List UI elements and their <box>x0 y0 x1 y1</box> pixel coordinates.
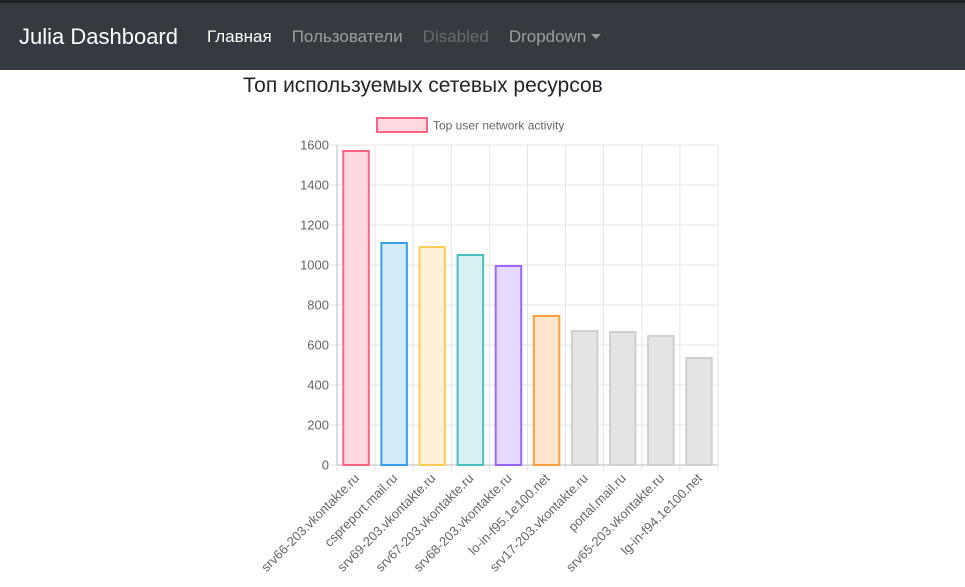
nav-dropdown-label: Dropdown <box>508 26 587 46</box>
legend-swatch <box>376 117 428 133</box>
bar <box>418 246 446 466</box>
y-tick-label: 400 <box>307 378 329 393</box>
caret-down-icon <box>591 33 602 39</box>
nav-item-disabled: Disabled <box>422 26 489 46</box>
bar <box>609 331 637 466</box>
nav-dropdown-toggle[interactable]: Dropdown <box>509 27 602 47</box>
bar <box>456 254 485 466</box>
nav-item-users[interactable]: Пользователи <box>291 26 403 46</box>
y-tick-label: 1000 <box>300 258 329 273</box>
y-tick-label: 1200 <box>300 218 329 233</box>
bar <box>647 335 675 466</box>
nav-item-home[interactable]: Главная <box>206 26 272 46</box>
y-tick-label: 1600 <box>300 138 329 153</box>
bar <box>685 357 713 466</box>
brand-link[interactable]: Julia Dashboard <box>19 23 178 49</box>
legend-label: Top user network activity <box>433 119 564 133</box>
page-title: Топ используемых сетевых ресурсов <box>243 74 603 97</box>
bar <box>570 330 599 466</box>
y-tick-label: 800 <box>307 298 329 313</box>
bar <box>380 242 408 466</box>
y-tick-label: 600 <box>307 338 329 353</box>
bar <box>532 315 561 466</box>
y-tick-label: 200 <box>307 418 329 433</box>
navbar: Julia Dashboard Главная Пользователи Dis… <box>0 0 965 70</box>
bar <box>494 265 523 466</box>
bar <box>342 150 370 466</box>
y-tick-label: 0 <box>322 458 329 473</box>
y-tick-label: 1400 <box>300 178 329 193</box>
